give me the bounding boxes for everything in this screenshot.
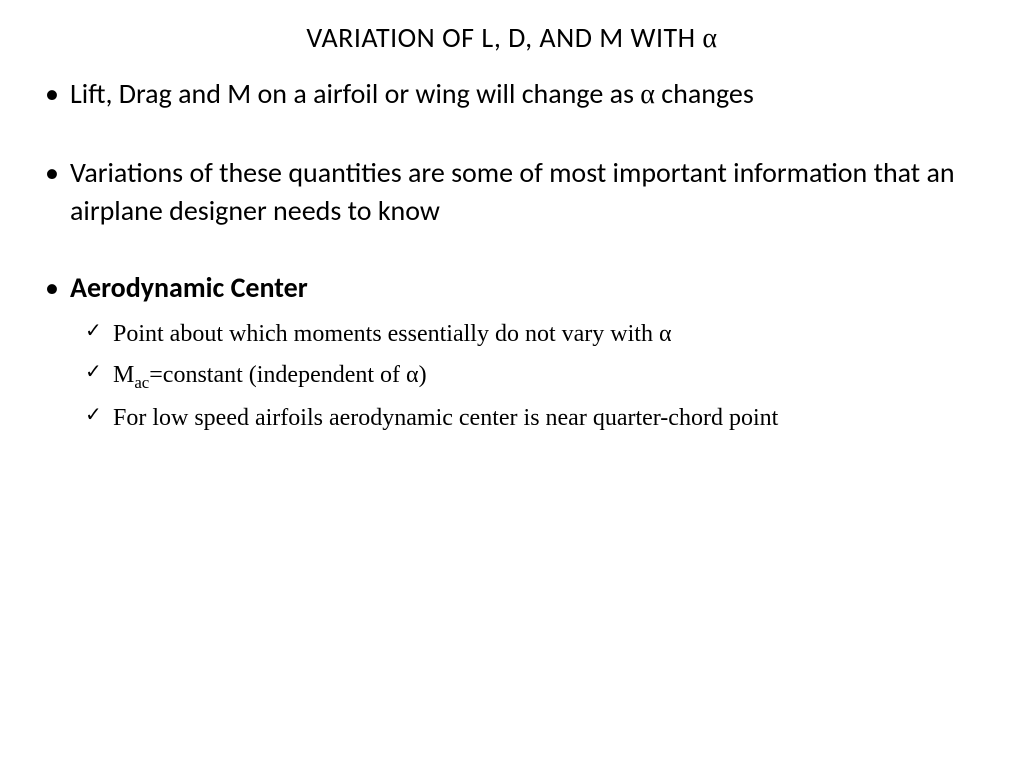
main-bullet-list: Lift, Drag and M on a airfoil or wing wi… [40,75,984,307]
title-text: VARIATION OF L, D, AND M WITH [306,20,702,55]
sub-3-pre: For low speed airfoils aerodynamic cente… [113,405,778,431]
bullet-1-post: changes [655,76,754,111]
title-alpha: α [702,23,717,54]
bullet-2-text: Variations of these quantities are some … [70,155,955,228]
sub-item-3: For low speed airfoils aerodynamic cente… [85,401,984,436]
sub-1-pre: Point about which moments essentially do… [113,321,659,347]
bullet-1-alpha: α [640,79,655,110]
bullet-3-text: Aerodynamic Center [70,270,308,305]
sub-2-mid: =constant (independent of [149,362,406,388]
bullet-item-2: Variations of these quantities are some … [40,154,984,230]
sub-1-alpha: α [659,321,672,347]
sub-item-1: Point about which moments essentially do… [85,317,984,352]
bullet-item-1: Lift, Drag and M on a airfoil or wing wi… [40,75,984,114]
bullet-1-pre: Lift, Drag and M on a airfoil or wing wi… [70,76,640,111]
sub-2-sub: ac [134,373,149,392]
sub-2-m: M [113,362,134,388]
sub-bullet-list: Point about which moments essentially do… [40,317,984,436]
sub-item-2: Mac=constant (independent of α) [85,358,984,395]
sub-2-post: ) [419,362,427,388]
sub-2-alpha: α [406,362,419,388]
bullet-item-3: Aerodynamic Center [40,269,984,307]
slide-title: VARIATION OF L, D, AND M WITH α [40,20,984,55]
